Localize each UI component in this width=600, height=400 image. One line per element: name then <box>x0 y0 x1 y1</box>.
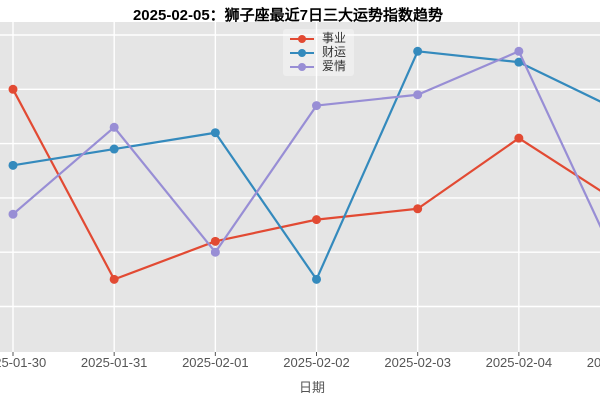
plot-background <box>0 22 600 352</box>
data-point-career <box>514 133 524 143</box>
x-tick-label: 2025-02-05 <box>587 355 600 370</box>
legend-item-wealth: 财运 <box>289 46 346 59</box>
chart-legend: 事业 财运 爱情 <box>283 29 355 76</box>
x-tick-label: 2025-02-04 <box>486 355 553 370</box>
data-point-wealth <box>109 144 119 154</box>
x-tick-label: 2025-02-01 <box>182 355 249 370</box>
data-point-career <box>413 204 423 214</box>
legend-item-career: 事业 <box>289 32 346 45</box>
data-point-love <box>312 101 322 111</box>
legend-label-career: 事业 <box>322 31 347 45</box>
chart-title: 2025-02-05：狮子座最近7日三大运势指数趋势 <box>132 7 444 24</box>
data-point-wealth <box>210 128 220 138</box>
data-point-wealth <box>514 57 524 67</box>
data-point-career <box>210 236 220 246</box>
x-axis-title: 日期 <box>298 380 326 395</box>
data-point-career <box>8 84 18 94</box>
x-tick-label: 2025-01-31 <box>81 355 148 370</box>
data-point-love <box>109 122 119 132</box>
data-point-love <box>413 90 423 100</box>
data-point-love <box>8 209 18 219</box>
x-tick-label: 2025-02-02 <box>283 355 350 370</box>
x-tick-label: 2025-01-30 <box>0 355 46 370</box>
legend-label-love: 爱情 <box>322 59 347 73</box>
data-point-wealth <box>8 160 18 170</box>
data-point-career <box>109 274 119 284</box>
data-point-career <box>312 215 322 225</box>
legend-label-wealth: 财运 <box>322 45 347 59</box>
x-tick-label: 2025-02-03 <box>384 355 451 370</box>
data-point-love <box>514 46 524 56</box>
data-point-wealth <box>413 46 423 56</box>
legend-item-love: 爱情 <box>289 60 346 73</box>
data-point-wealth <box>312 274 322 284</box>
legend-swatch-career-icon <box>290 34 314 43</box>
legend-swatch-love-icon <box>290 62 314 71</box>
legend-swatch-wealth-icon <box>290 48 314 57</box>
data-point-love <box>210 247 220 257</box>
